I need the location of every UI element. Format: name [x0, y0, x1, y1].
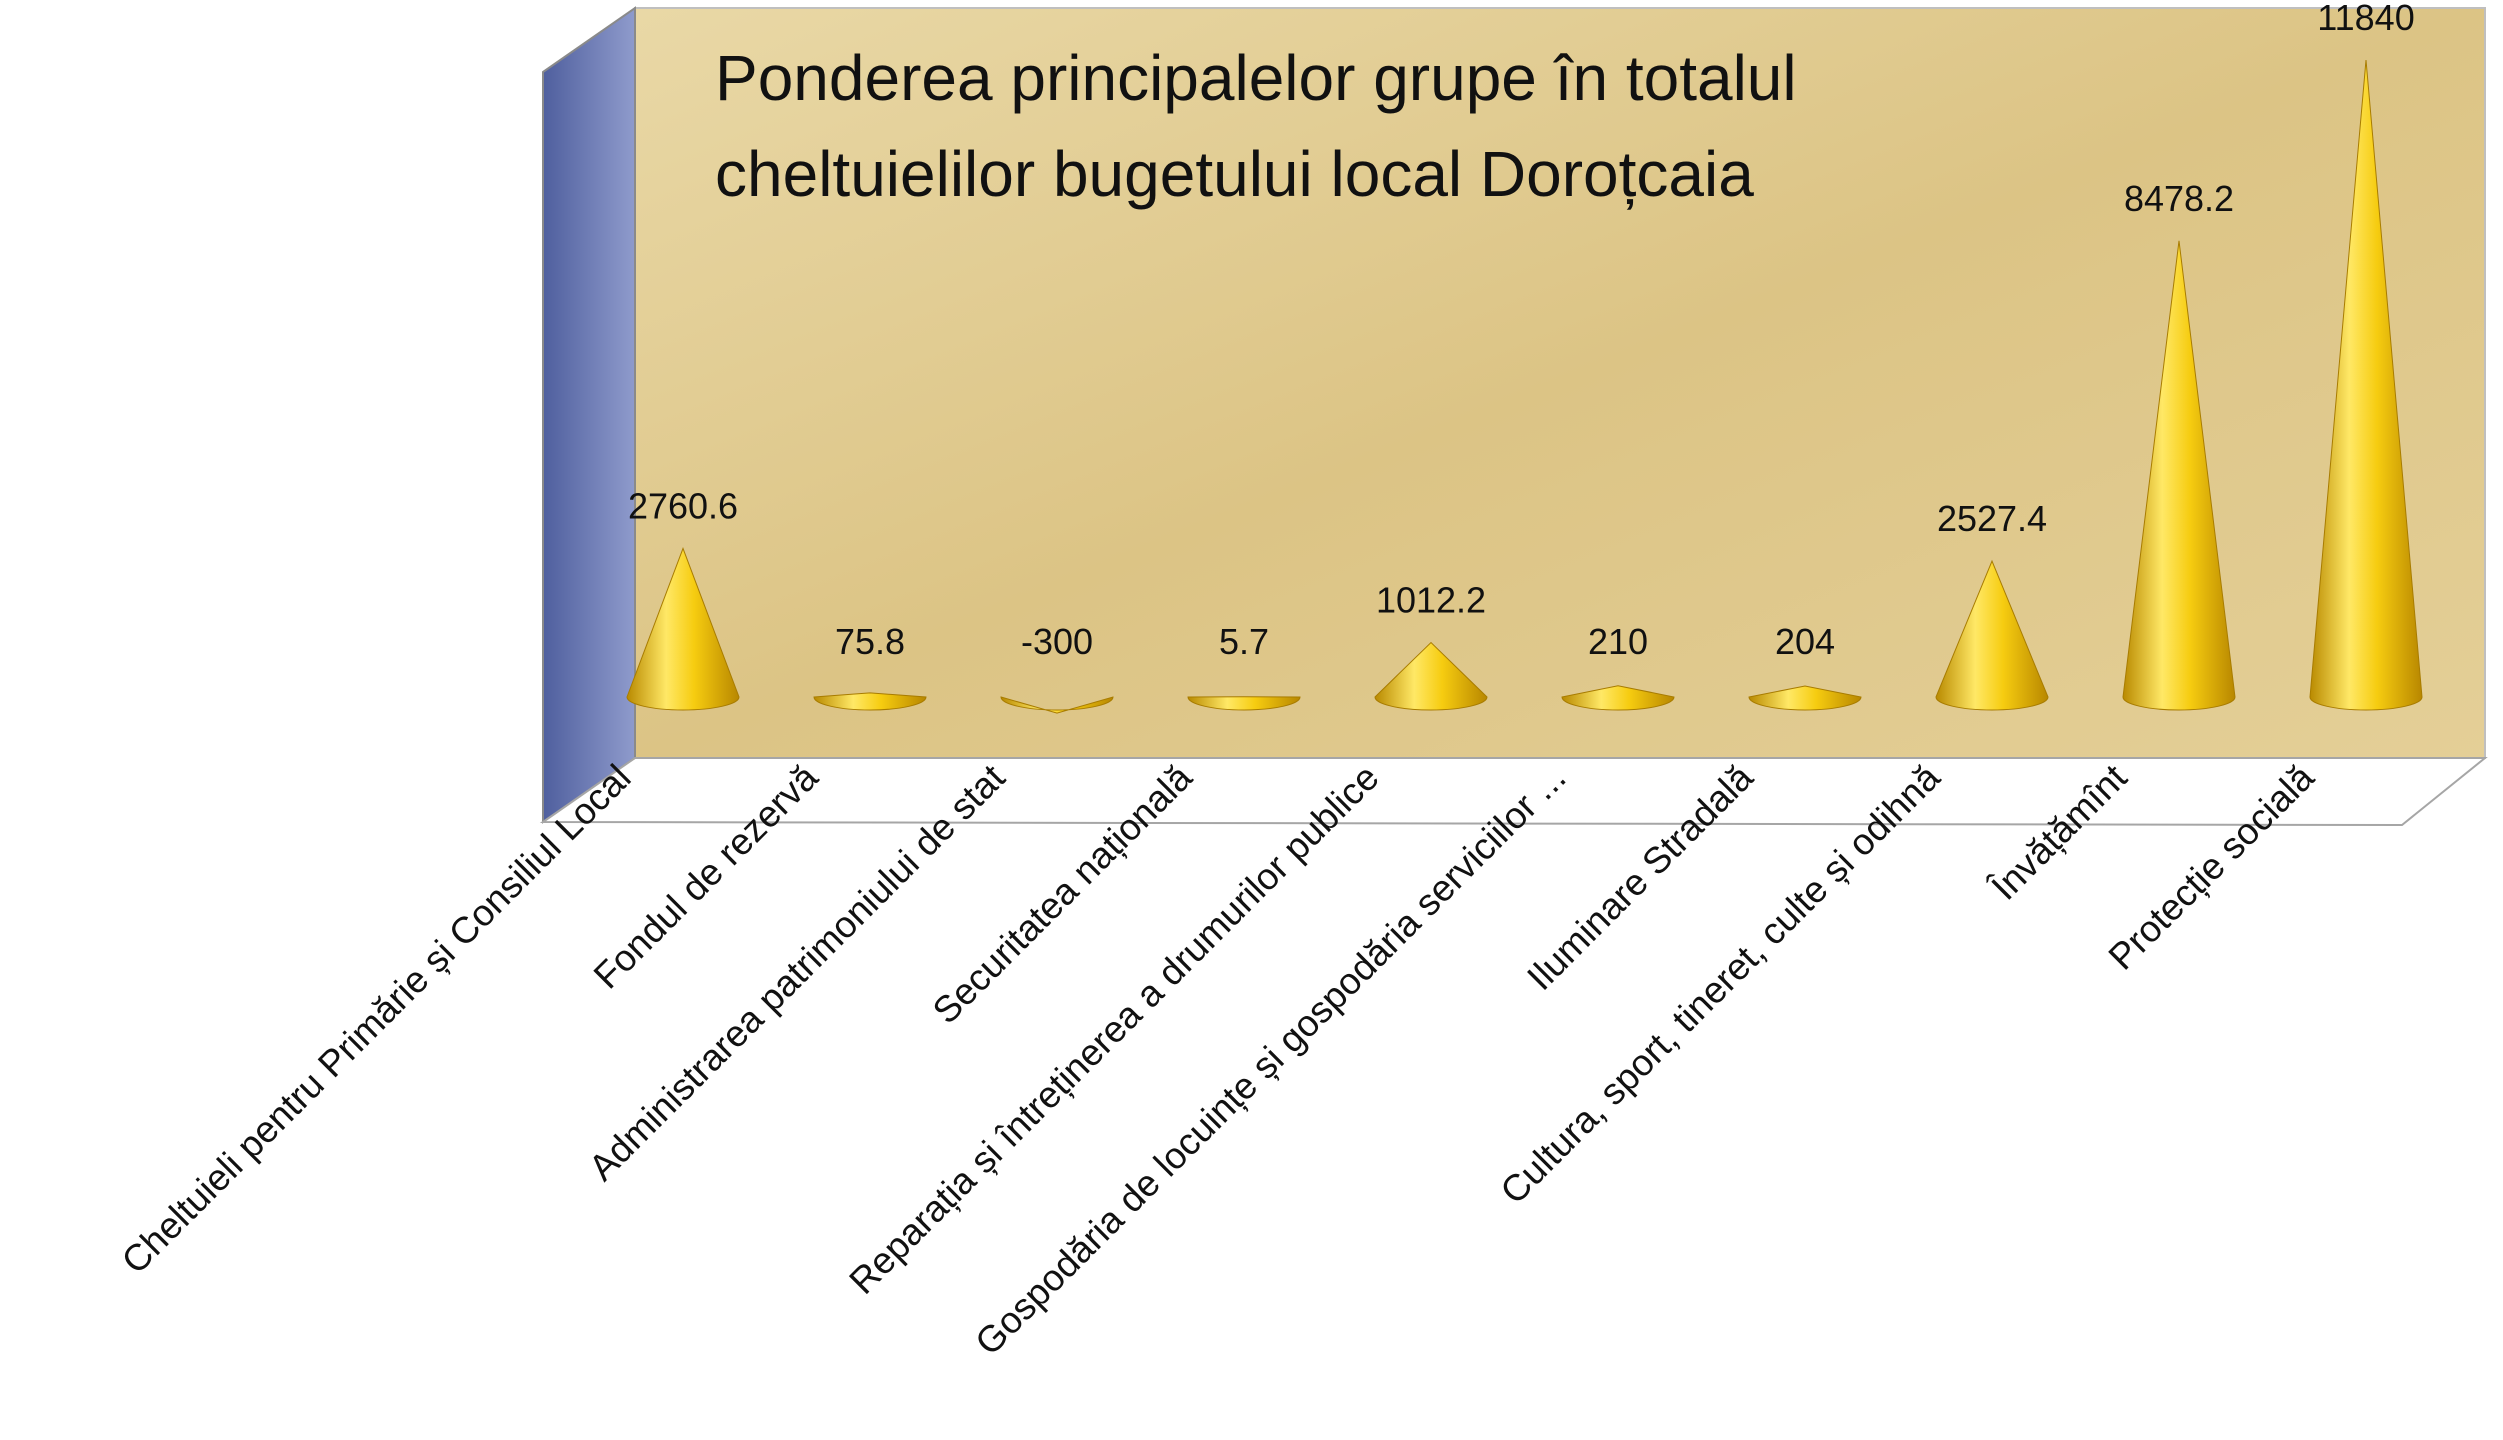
cone: [2309, 59, 2423, 711]
cone: [1000, 696, 1114, 714]
cone: [1187, 696, 1301, 711]
value-label: 11840: [2317, 0, 2414, 38]
side-wall: [542, 6, 636, 824]
cone: [2122, 240, 2236, 711]
value-label: 210: [1588, 621, 1648, 662]
value-label: -300: [1021, 621, 1093, 662]
chart-title: Ponderea principalelor grupe în totalul …: [715, 42, 1797, 210]
value-label: 8478.2: [2124, 178, 2234, 219]
cone: [1748, 685, 1862, 711]
floor: [539, 757, 2488, 827]
value-label: 204: [1775, 621, 1835, 662]
cone: [813, 692, 927, 711]
x-tick-label: Cheltuieli pentru Primărie și Consiliul …: [114, 757, 639, 1282]
cone: [1935, 559, 2049, 711]
value-label: 2527.4: [1937, 498, 2047, 539]
cone: [626, 547, 740, 711]
cone: [1561, 685, 1675, 711]
value-label: 1012.2: [1376, 580, 1486, 621]
value-label: 5.7: [1219, 621, 1269, 662]
value-label: 75.8: [835, 621, 905, 662]
value-label: 2760.6: [628, 485, 738, 526]
cone: [1374, 641, 1488, 711]
